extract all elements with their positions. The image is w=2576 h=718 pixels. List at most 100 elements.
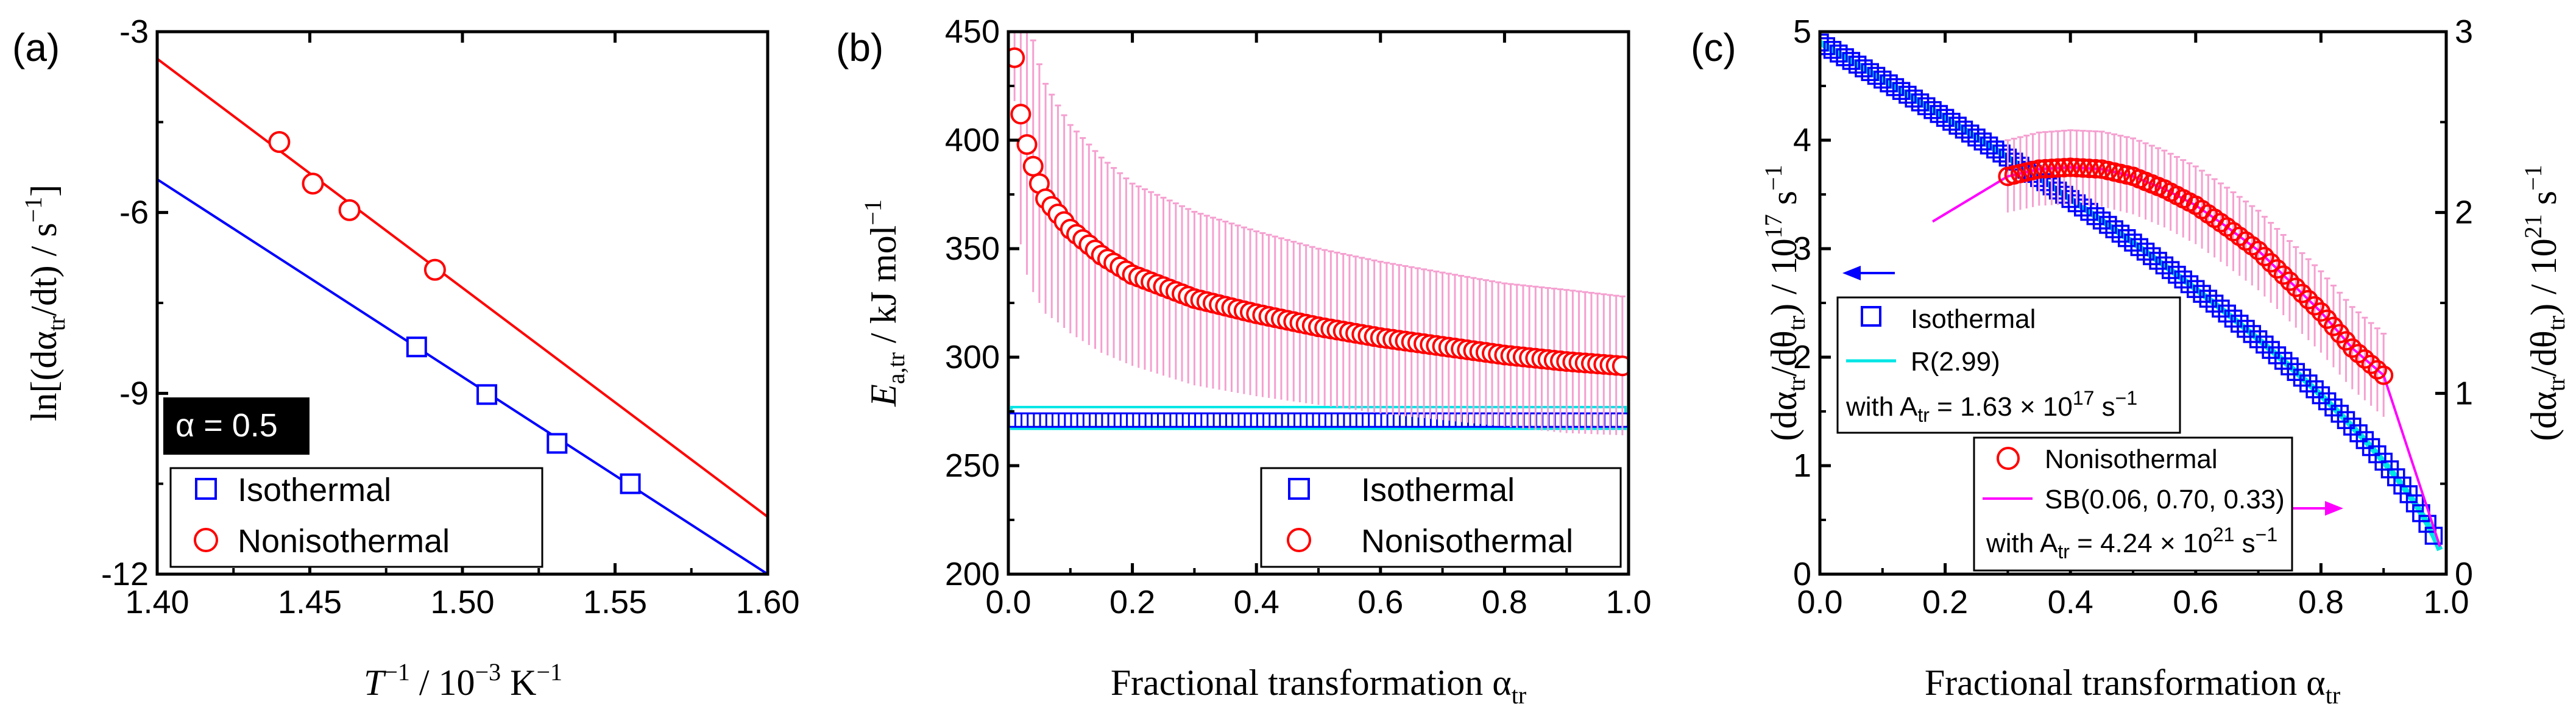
isothermal-point [2231,315,2249,333]
c-ytick-label: 4 [1793,122,1811,158]
isothermal-point [2174,270,2192,289]
nonisothermal-point [1010,104,1031,125]
nonisothermal-point [1022,155,1044,177]
nonisothermal-point [2079,158,2100,179]
c-ytick-label-r: 2 [2455,194,2473,231]
a-xtick-label: 1.60 [735,584,799,620]
nonisothermal-point [2280,271,2299,291]
right-axis-arrow [2291,501,2343,516]
panel-b-ticks: 0.0 0.2 0.4 0.6 0.8 1.0 200 250 300 350 400 450 [945,13,1652,620]
c-ytick-label: 2 [1793,339,1811,375]
nonisothermal-point [2054,158,2074,178]
b-ytick-label: 250 [945,447,1000,484]
nonisothermal-point [2292,283,2312,304]
legend-b-noniso-label: Nonisothermal [1361,523,1573,560]
b-ytick-label: 450 [945,13,1000,50]
panel-a-ticks: 1.40 1.45 1.50 1.55 1.60 -3 -6 -9 -12 [101,13,800,620]
panel-a-ylabel: ln[(dαtr/dt) / s−1] [19,185,70,421]
isothermal-point [2168,266,2186,284]
nonisothermal-point [2286,277,2306,297]
nonisothermal-point [2254,247,2274,267]
isothermal-point [2205,294,2224,313]
panel-b-plot-area [1008,32,1629,436]
legend-c-iso-a: with Atr = 1.63 × 1017 s−1 [1845,387,2137,426]
b-xtick-label: 0.4 [1234,584,1279,620]
isothermal-point [2318,392,2337,411]
legend-b-iso-marker [1288,478,1310,500]
panel-a: (a) 1.40 1.45 1.50 1.55 1.60 -3 -6 -9 -12 α = 0.… [12,13,800,703]
nonisothermal-point [2342,338,2362,358]
panel-a-plot-area [157,57,768,574]
isothermal-point [2224,309,2243,328]
b-ytick-label: 200 [945,556,1000,592]
c-ytick-label: 5 [1793,13,1811,50]
b-xtick-label: 0.2 [1109,584,1155,620]
isothermal-point [2343,418,2362,436]
isothermal-point [620,473,641,494]
panel-c-xlabel: Fractional transformation αtr [1925,663,2340,709]
isothermal-point [2180,275,2199,294]
b-xtick-label: 0.0 [985,584,1031,620]
c-xtick-label: 0.8 [2298,584,2344,620]
nonisothermal-point [2273,265,2293,285]
panel-b-xlabel: Fractional transformation αtr [1111,663,1526,709]
nonisothermal-fit-line [157,57,768,518]
isothermal-point [2312,386,2330,405]
nonisothermal-point [2036,158,2056,179]
isothermal-point [2399,485,2418,503]
isothermal-point [2281,357,2299,375]
panel-c-ylabel-right: (dαtr/dθtr) / 1021 s−1 [2519,165,2570,441]
isothermal-point [2161,261,2180,279]
isothermal-point [2324,398,2343,417]
isothermal-fit-curve [1820,40,2443,552]
legend-c-iso-marker [1861,306,1881,327]
a-xtick-label: 1.50 [430,584,494,620]
nonisothermal-point [2367,360,2387,380]
legend-b-iso-label: Isothermal [1361,472,1515,508]
nonisothermal-point [2248,240,2268,260]
nonisothermal-point [2067,158,2087,178]
a-xtick-label: 1.40 [125,584,189,620]
isothermal-point [2418,514,2436,533]
c-ytick-label-r: 3 [2455,13,2473,50]
c-xtick-label: 0.0 [1797,584,1842,620]
isothermal-point [2237,319,2255,338]
nonisothermal-point [2086,158,2106,179]
isothermal-point [2337,411,2355,430]
nonisothermal-point [1008,47,1025,68]
isothermal-point [2293,368,2312,387]
legend-b-noniso-marker [1287,528,1311,552]
c-xtick-label: 0.4 [2048,584,2093,620]
nonisothermal-point [2073,158,2093,178]
isothermal-point [2136,243,2155,261]
panel-a-legend [169,467,543,568]
isothermal-point [2155,256,2174,275]
isothermal-point [2349,424,2368,443]
isothermal-point [406,336,427,358]
left-axis-arrow [1842,266,1895,280]
panel-c-label: (c) [1691,26,1736,69]
nonisothermal-point [2361,354,2381,374]
legend-c-noniso-label: Nonisothermal [2045,444,2218,474]
a-xtick-label: 1.45 [278,584,342,620]
isothermal-fit-line [157,178,768,574]
alpha-annotation-box [163,397,310,455]
b-ytick-label: 300 [945,339,1000,375]
c-ytick-label-r: 1 [2455,375,2473,411]
isothermal-point [2256,335,2274,354]
nonisothermal-point [2349,344,2369,364]
legend-c-noniso-a: with Atr = 4.24 × 1021 s−1 [1986,524,2277,563]
nonisothermal-point [2305,296,2325,316]
nonisothermal-point [2061,157,2081,177]
isothermal-point [2287,363,2305,382]
isothermal-point [2249,330,2268,349]
panel-b-legend [1260,467,1622,568]
legend-c-iso-label: Isothermal [1911,304,2036,334]
alpha-annotation: α = 0.5 [175,407,278,444]
nonisothermal-point [2042,158,2062,179]
nonisothermal-point [2029,159,2049,179]
nonisothermal-point [1612,355,1629,377]
